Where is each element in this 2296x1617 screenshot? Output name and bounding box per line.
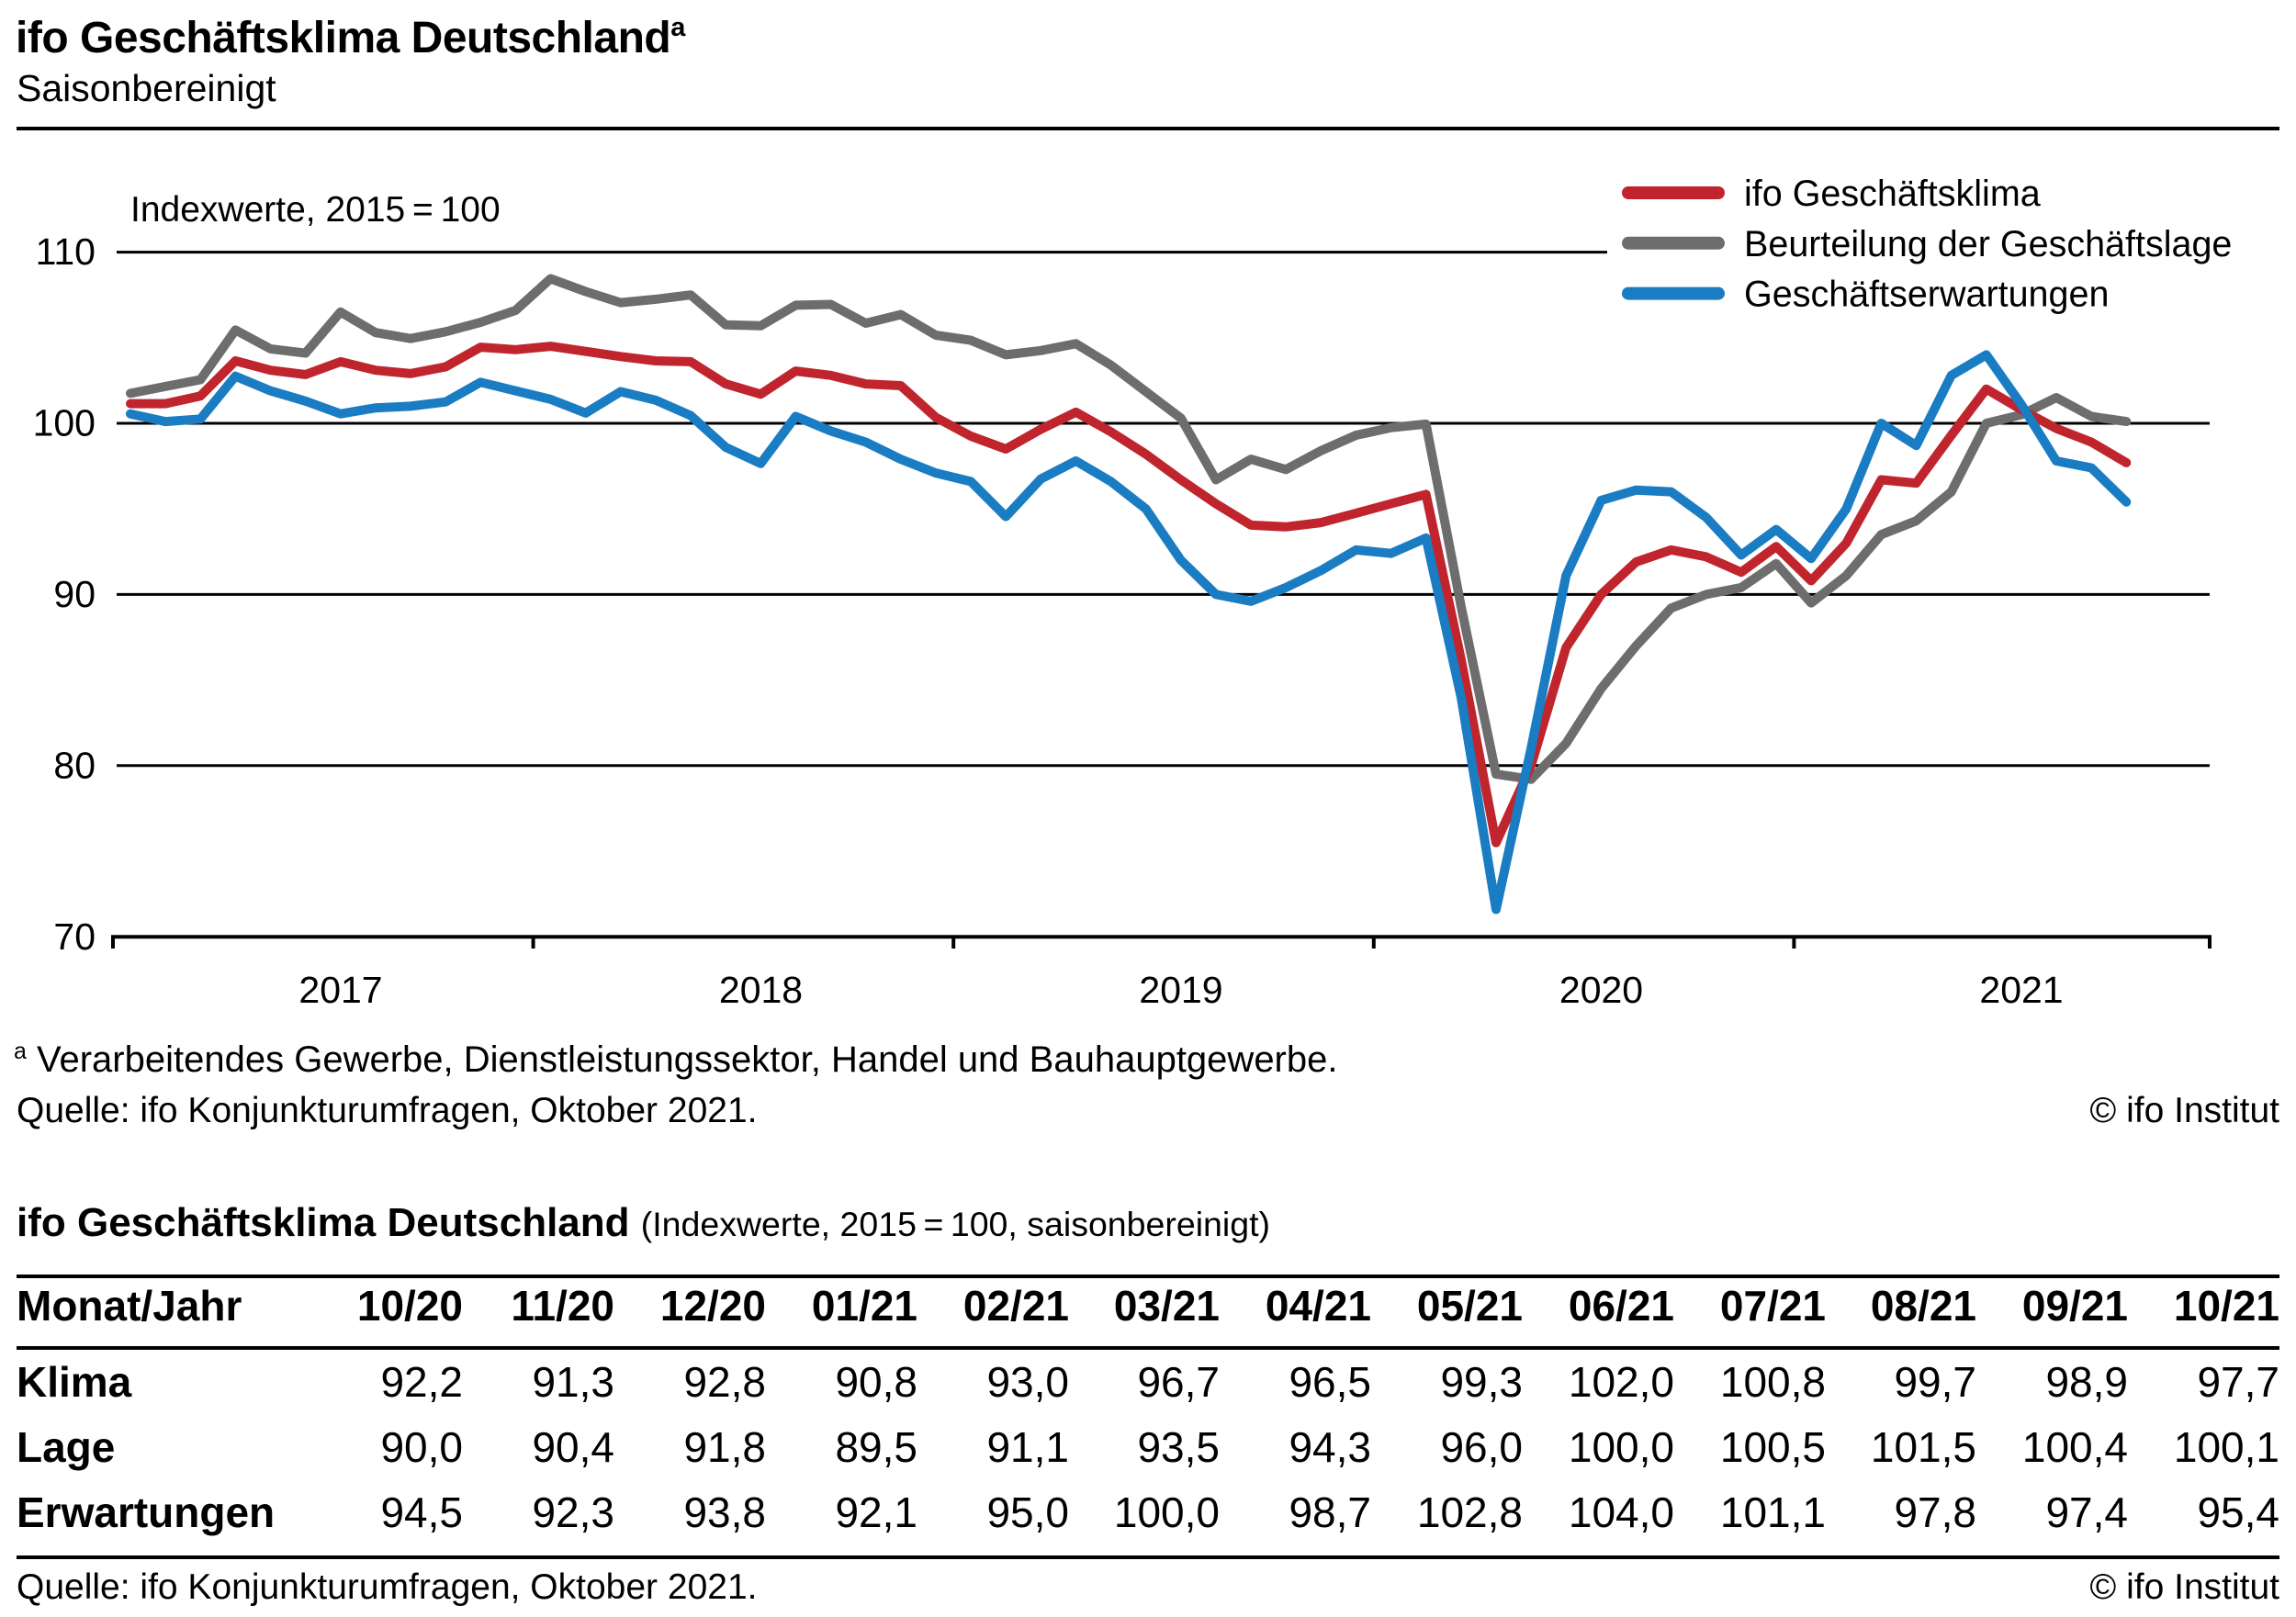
svg-text:110: 110 (36, 230, 96, 273)
svg-text:2017: 2017 (298, 969, 382, 1011)
svg-text:80: 80 (53, 745, 96, 787)
svg-text:2020: 2020 (1559, 969, 1643, 1011)
svg-text:2018: 2018 (719, 969, 803, 1011)
svg-text:ifo Geschäftsklima: ifo Geschäftsklima (1744, 174, 2041, 214)
svg-text:Geschäftserwartungen: Geschäftserwartungen (1744, 275, 2109, 315)
svg-text:Beurteilung der Geschäftslage: Beurteilung der Geschäftslage (1744, 224, 2232, 264)
svg-text:Indexwerte, 2015 = 100: Indexwerte, 2015 = 100 (130, 190, 501, 230)
svg-text:90: 90 (53, 573, 96, 615)
svg-text:100: 100 (33, 402, 96, 444)
svg-text:70: 70 (53, 915, 96, 958)
svg-text:2021: 2021 (1979, 969, 2063, 1011)
svg-text:2019: 2019 (1139, 969, 1222, 1011)
